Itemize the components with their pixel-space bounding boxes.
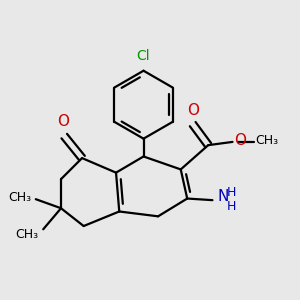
Text: O: O — [234, 133, 246, 148]
Text: O: O — [57, 114, 69, 129]
Text: O: O — [187, 103, 199, 118]
Text: Cl: Cl — [137, 49, 150, 63]
Text: H: H — [227, 186, 236, 199]
Text: N: N — [218, 189, 229, 204]
Text: CH₃: CH₃ — [15, 228, 38, 241]
Text: H: H — [227, 200, 236, 213]
Text: CH₃: CH₃ — [8, 191, 31, 204]
Text: CH₃: CH₃ — [255, 134, 278, 147]
